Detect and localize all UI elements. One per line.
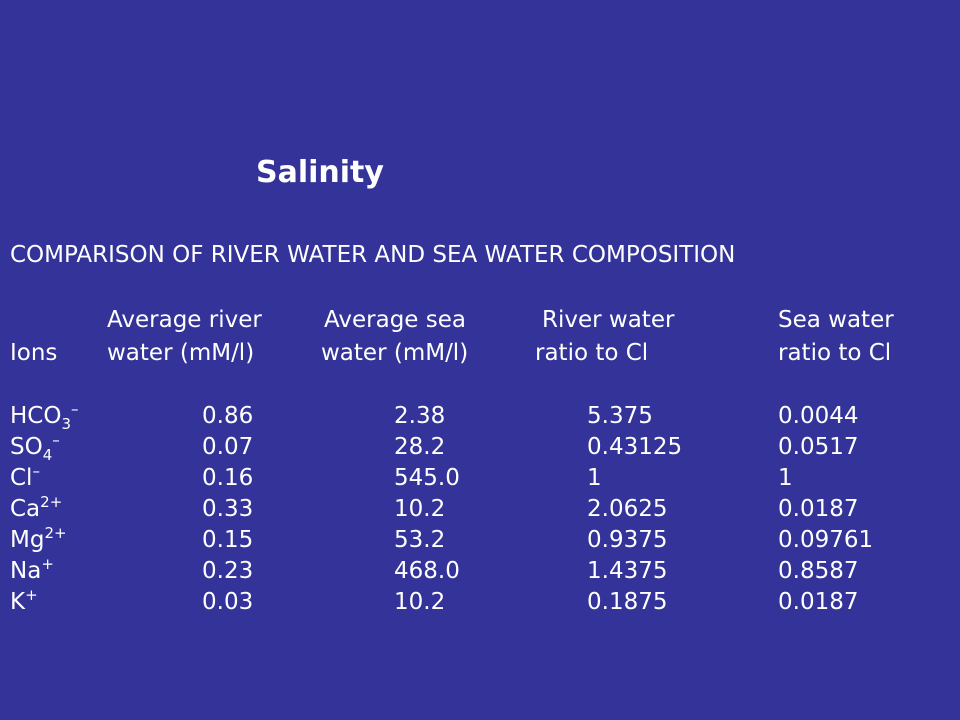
ion-charge: – — [71, 400, 79, 418]
ion-base: K — [10, 589, 26, 615]
ion-charge: 2+ — [44, 524, 67, 542]
sea-ratio-value: 1 — [778, 465, 793, 491]
sea-value: 10.2 — [394, 589, 446, 615]
sea-value: 28.2 — [394, 434, 446, 460]
ion-label: Na+ — [10, 555, 54, 589]
ion-base: Cl — [10, 465, 33, 491]
river-ratio-value: 0.43125 — [587, 434, 683, 460]
header-river-ratio-line2: ratio to Cl — [535, 340, 649, 366]
river-ratio-value: 1.4375 — [587, 558, 668, 584]
header-sea-ratio-line1: Sea water — [778, 307, 894, 333]
sea-value: 468.0 — [394, 558, 460, 584]
ion-base: Ca — [10, 496, 41, 522]
river-ratio-value: 1 — [587, 465, 602, 491]
sea-value: 545.0 — [394, 465, 460, 491]
river-value: 0.23 — [202, 558, 254, 584]
header-river-ratio-line1: River water — [542, 307, 675, 333]
sea-ratio-value: 0.0044 — [778, 403, 859, 429]
ion-base: HCO — [10, 403, 62, 429]
river-ratio-value: 0.9375 — [587, 527, 668, 553]
river-ratio-value: 0.1875 — [587, 589, 668, 615]
slide-title: Salinity — [256, 155, 384, 190]
header-sea-line2: water (mM/l) — [321, 340, 469, 366]
header-sea-line1: Average sea — [324, 307, 466, 333]
ion-label: Cl– — [10, 462, 40, 496]
ion-subscript: 4 — [42, 446, 53, 464]
sea-ratio-value: 0.8587 — [778, 558, 859, 584]
river-ratio-value: 2.0625 — [587, 496, 668, 522]
ion-label: Mg2+ — [10, 524, 67, 558]
ion-charge: 2+ — [40, 493, 63, 511]
sea-ratio-value: 0.0187 — [778, 496, 859, 522]
header-river-line2: water (mM/l) — [107, 340, 255, 366]
river-value: 0.15 — [202, 527, 254, 553]
sea-ratio-value: 0.09761 — [778, 527, 874, 553]
river-ratio-value: 5.375 — [587, 403, 653, 429]
ion-base: SO — [10, 434, 43, 460]
sea-value: 2.38 — [394, 403, 446, 429]
ion-charge: + — [41, 555, 54, 573]
header-sea-ratio-line2: ratio to Cl — [778, 340, 892, 366]
header-river-line1: Average river — [107, 307, 262, 333]
ion-charge: + — [25, 586, 38, 604]
sea-ratio-value: 0.0187 — [778, 589, 859, 615]
sea-value: 53.2 — [394, 527, 446, 553]
ion-base: Na — [10, 558, 42, 584]
river-value: 0.07 — [202, 434, 254, 460]
sea-ratio-value: 0.0517 — [778, 434, 859, 460]
ion-label: SO4– — [10, 431, 60, 465]
river-value: 0.86 — [202, 403, 254, 429]
header-ions: Ions — [10, 340, 58, 366]
ion-charge: – — [52, 431, 60, 449]
slide-subtitle: COMPARISON OF RIVER WATER AND SEA WATER … — [10, 242, 736, 268]
ion-label: Ca2+ — [10, 493, 62, 527]
ion-base: Mg — [10, 527, 45, 553]
river-value: 0.03 — [202, 589, 254, 615]
ion-label: K+ — [10, 586, 38, 620]
ion-charge: – — [32, 462, 40, 480]
river-value: 0.33 — [202, 496, 254, 522]
sea-value: 10.2 — [394, 496, 446, 522]
river-value: 0.16 — [202, 465, 254, 491]
ion-subscript: 3 — [61, 415, 72, 433]
ion-label: HCO3– — [10, 400, 79, 434]
